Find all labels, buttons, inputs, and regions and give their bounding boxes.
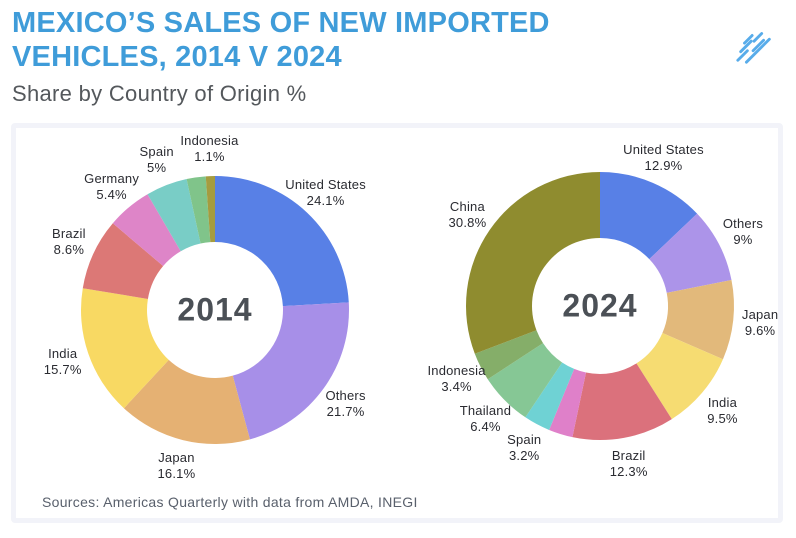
segment-label-others: Others 21.7% (325, 388, 365, 420)
donut-segment-indonesia (205, 176, 215, 243)
center-year-2014: 2014 (177, 291, 253, 328)
segment-label-country: Thailand (459, 403, 512, 419)
segment-label-country: Indonesia (180, 133, 239, 149)
segment-label-percent: 12.3% (609, 464, 648, 480)
donut-segment-spain (525, 362, 575, 430)
segment-label-india: India 9.5% (707, 395, 737, 427)
segment-label-india: India 15.7% (44, 346, 82, 378)
donut-segment-germany (112, 194, 181, 266)
segment-label-indonesia: Indonesia 3.4% (427, 363, 485, 395)
diagonal-hatch-logo-icon (736, 32, 771, 64)
segment-label-country: Spain (507, 432, 542, 448)
segment-label-percent: 6.4% (470, 419, 501, 435)
segment-label-country: Others (722, 216, 764, 231)
segment-label-percent: 16.1% (157, 466, 196, 482)
segment-label-brazil: Brazil 12.3% (610, 448, 648, 480)
segment-label-country: Brazil (611, 448, 646, 464)
donut-segment-thailand (487, 343, 563, 418)
donut-svg-2024 (465, 172, 735, 441)
segment-label-percent: 15.7% (43, 362, 82, 378)
page-subtitle: Share by Country of Origin % (12, 81, 307, 106)
segment-label-country: Brazil (52, 226, 86, 242)
segment-label-united-states: United States 12.9% (623, 142, 704, 174)
donut-segment-indonesia (474, 330, 544, 380)
donut-segment-spain (147, 179, 201, 252)
segment-label-country: Japan (158, 450, 195, 466)
segment-label-country: Germany (84, 170, 140, 186)
segment-label-percent: 5.4% (96, 186, 127, 202)
segment-label-percent: 21.7% (326, 404, 365, 420)
segment-label-percent: 5% (147, 159, 167, 175)
page-header: MEXICO’S SALES OF NEW IMPORTED VEHICLES,… (12, 6, 782, 107)
donut-segment-china (465, 172, 600, 354)
segment-label-japan: Japan 16.1% (157, 450, 195, 482)
segment-label-china: China 30.8% (448, 199, 486, 231)
donut-segment-brazil (82, 223, 164, 299)
segment-label-indonesia: Indonesia 1.1% (180, 133, 238, 165)
logo-strokes (736, 32, 771, 64)
donut-segment-india (80, 288, 169, 409)
segment-label-country: Others (325, 388, 366, 404)
segment-label-percent: 24.1% (306, 192, 345, 208)
segment-label-germany: Germany 5.4% (84, 171, 139, 203)
segment-label-country: Japan (741, 307, 779, 323)
donut-svg-2014 (80, 176, 350, 444)
segment-label-spain: Spain 3.2% (507, 432, 541, 464)
donut-segment-japan (123, 359, 250, 444)
segment-label-percent: 12.9% (644, 158, 683, 174)
segment-label-percent: 9.5% (707, 410, 738, 426)
donut-segment-united-states (600, 172, 698, 260)
segment-label-others: Others 9% (723, 216, 763, 248)
page-title-line-1: MEXICO’S SALES OF NEW IMPORTED (12, 7, 550, 39)
segment-label-country: United States (285, 176, 366, 192)
donut-segment-others (232, 302, 350, 440)
segment-label-percent: 9% (733, 232, 753, 247)
segment-label-united-states: United States 24.1% (285, 177, 366, 209)
donut-segment-unlabeled (186, 176, 211, 244)
segment-label-country: India (707, 394, 738, 410)
segment-label-percent: 30.8% (448, 214, 487, 230)
center-year-2024: 2024 (562, 287, 638, 324)
segment-label-country: China (449, 198, 485, 214)
charts-card: 2014 United States 24.1% Others 21.7% Japan 1… (11, 123, 783, 523)
segment-label-percent: 8.6% (53, 242, 85, 258)
page-title-line-2: VEHICLES, 2014 V 2024 (12, 41, 342, 73)
segment-label-brazil: Brazil 8.6% (52, 226, 86, 258)
segment-label-country: Indonesia (427, 363, 486, 379)
donut-segment-brazil (572, 363, 672, 441)
segment-label-japan: Japan 9.6% (742, 307, 778, 339)
segment-label-country: Spain (139, 143, 174, 159)
donut-segment-united-states (215, 176, 349, 307)
donut-chart-2024: 2024 United States 12.9% Others 9% Japan 9.6%… (397, 128, 778, 518)
segment-label-percent: 9.6% (744, 323, 776, 339)
donut-segment-unlabeled (549, 368, 586, 438)
segment-label-percent: 1.1% (194, 149, 225, 165)
donut-chart-2014: 2014 United States 24.1% Others 21.7% Japan 1… (16, 128, 397, 518)
donut-segment-india (636, 333, 723, 420)
segment-label-percent: 3.2% (509, 448, 540, 464)
segment-label-country: India (48, 346, 78, 362)
segment-label-spain: Spain 5% (140, 144, 174, 176)
segment-label-country: United States (623, 142, 704, 158)
source-note: Sources: Americas Quarterly with data fr… (42, 494, 418, 510)
donut-segment-japan (662, 280, 735, 360)
segment-label-thailand: Thailand 6.4% (460, 403, 511, 435)
donut-segment-others (649, 213, 732, 293)
segment-label-percent: 3.4% (441, 379, 472, 395)
